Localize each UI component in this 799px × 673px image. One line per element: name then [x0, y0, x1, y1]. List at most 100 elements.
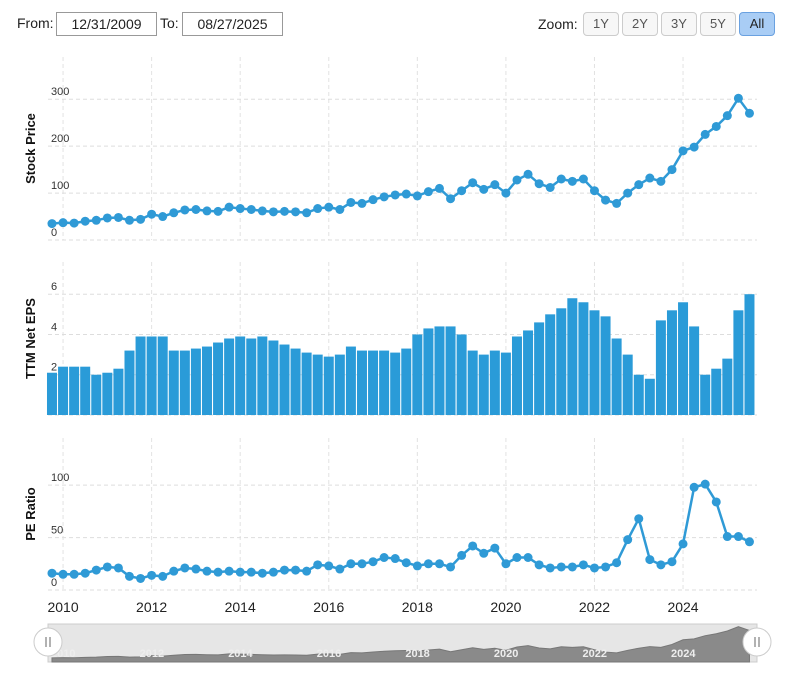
point [191, 205, 201, 214]
point [468, 541, 478, 551]
point [268, 207, 278, 217]
bar [578, 302, 589, 415]
point [534, 179, 544, 189]
point [158, 212, 168, 222]
point [479, 548, 489, 558]
bar [622, 354, 633, 415]
bar [168, 350, 179, 415]
handle-grip [45, 637, 51, 647]
point [423, 559, 433, 569]
zoom-button[interactable]: 3Y [661, 12, 697, 36]
point [501, 559, 511, 569]
from-label: From: [17, 15, 54, 31]
navigator-tick-label: 2016 [317, 648, 341, 660]
y-tick-label: 300 [51, 86, 69, 98]
point [512, 175, 522, 185]
bar [489, 350, 500, 415]
point [268, 567, 278, 577]
y-axis-title: PE Ratio [23, 487, 38, 541]
point [379, 192, 389, 202]
point [302, 566, 312, 576]
navigator-tick-label: 2020 [494, 648, 518, 660]
point [357, 559, 367, 569]
zoom-button[interactable]: 1Y [583, 12, 619, 36]
point [656, 176, 666, 186]
point [434, 183, 444, 193]
point [313, 560, 323, 570]
bar [478, 354, 489, 415]
bar [91, 374, 102, 415]
bar [268, 340, 279, 415]
navigator-handle[interactable] [33, 627, 63, 657]
x-tick-label: 2012 [136, 599, 167, 615]
point [545, 563, 555, 573]
bar [379, 350, 390, 415]
bar [511, 336, 522, 415]
point [147, 209, 157, 219]
point [368, 195, 378, 205]
point [169, 566, 179, 576]
bar [323, 356, 334, 415]
x-tick-label: 2014 [225, 599, 256, 615]
x-tick-label: 2016 [313, 599, 344, 615]
bar [390, 352, 401, 415]
point [512, 553, 522, 563]
bar [58, 366, 69, 415]
navigator-tick-label: 2022 [582, 648, 606, 660]
bar [246, 338, 257, 415]
point [47, 219, 57, 229]
bar [733, 310, 744, 415]
bar [556, 308, 567, 415]
point [711, 497, 721, 507]
point [113, 563, 123, 573]
navigator-handle[interactable] [742, 627, 772, 657]
bar [46, 372, 57, 415]
point [446, 562, 456, 572]
point [589, 186, 599, 196]
point [733, 532, 743, 542]
point [191, 564, 201, 574]
y-tick-label: 100 [51, 472, 69, 484]
x-tick-label: 2018 [402, 599, 433, 615]
point [302, 208, 312, 218]
point [136, 214, 146, 224]
point [58, 569, 68, 579]
bar [102, 372, 113, 415]
point [578, 174, 588, 184]
point [689, 142, 699, 152]
point [80, 568, 90, 578]
point [678, 539, 688, 549]
bar [80, 366, 91, 415]
zoom-button[interactable]: All [739, 12, 775, 36]
to-input[interactable]: 08/27/2025 [182, 12, 283, 36]
point [80, 216, 90, 226]
bar [257, 336, 268, 415]
y-tick-label: 200 [51, 133, 69, 145]
point [47, 568, 57, 578]
point [147, 570, 157, 580]
point [180, 563, 190, 573]
point [534, 560, 544, 570]
point [401, 558, 411, 568]
point [69, 569, 79, 579]
y-tick-label: 6 [51, 281, 57, 293]
bar [744, 294, 755, 415]
zoom-button[interactable]: 2Y [622, 12, 658, 36]
point [645, 555, 655, 565]
bar [213, 342, 224, 415]
zoom-button[interactable]: 5Y [700, 12, 736, 36]
bar [611, 338, 622, 415]
point [246, 567, 256, 577]
bar [201, 346, 212, 415]
bar [467, 350, 478, 415]
point [180, 205, 190, 215]
point [136, 573, 146, 583]
navigator-area [51, 626, 750, 663]
to-label: To: [160, 15, 179, 31]
line [51, 482, 751, 580]
from-input[interactable]: 12/31/2009 [56, 12, 157, 36]
point [313, 204, 323, 214]
point [390, 554, 400, 564]
bar [644, 378, 655, 415]
